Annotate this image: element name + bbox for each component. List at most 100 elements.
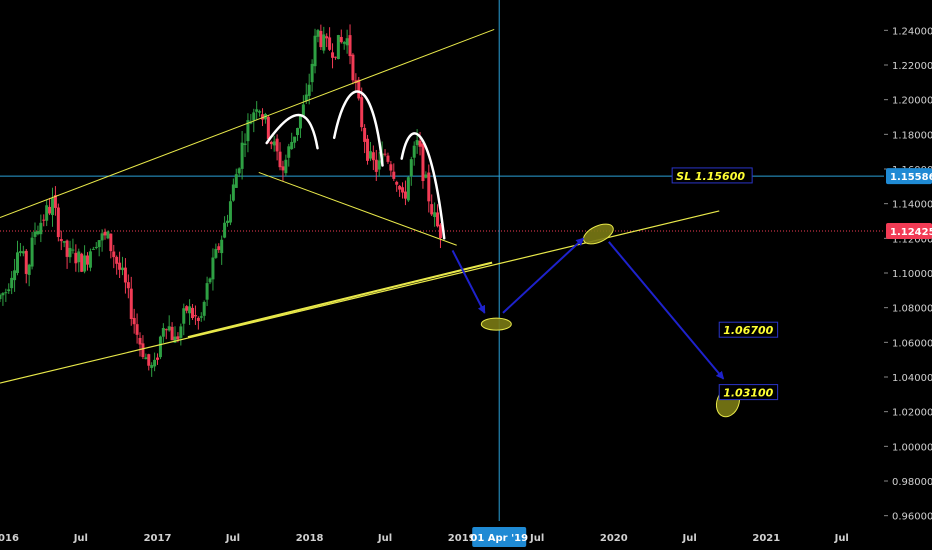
candle-body: [368, 151, 372, 159]
drawings-layer: SL 1.15600 1.06700 1.03100: [0, 28, 779, 418]
candle-body: [266, 116, 270, 140]
last-price-badge-bg: [886, 222, 932, 239]
candle-body: [284, 159, 288, 174]
candle-body: [278, 151, 282, 168]
candle-body: [33, 231, 37, 237]
candle-body: [91, 248, 95, 250]
x-tick-label: 2020: [600, 533, 628, 544]
y-tick-label: 1.24000: [892, 26, 932, 37]
y-tick-label: 1.06000: [892, 338, 932, 349]
candle-body: [331, 52, 335, 58]
candle-body: [351, 54, 355, 81]
candle-body: [135, 324, 139, 335]
candle-body: [438, 224, 442, 239]
candle-body: [147, 354, 151, 366]
candle-body: [77, 251, 81, 263]
x-tick-label: 2016: [0, 533, 19, 544]
projection-arrow-up[interactable]: [502, 237, 585, 314]
candle-body: [214, 248, 218, 258]
candle-body: [342, 42, 346, 44]
candle-body: [252, 112, 256, 121]
projection-arrow-down-2[interactable]: [608, 241, 725, 380]
y-tick-label: 1.04000: [892, 373, 932, 384]
candle-body: [290, 141, 294, 150]
x-tick-label: Jul: [682, 533, 697, 544]
candle-body: [301, 104, 305, 116]
target-label-2: 1.03100: [718, 384, 779, 401]
candle-body: [328, 37, 332, 50]
candle-body: [293, 136, 297, 143]
target-label-1-text: 1.06700: [723, 324, 773, 337]
x-tick-label: Jul: [834, 533, 849, 544]
candle-body: [39, 222, 43, 235]
candle-body: [237, 168, 241, 174]
candle-body: [150, 365, 154, 368]
candle-body: [386, 155, 390, 162]
candle-body: [415, 140, 419, 146]
candle-body: [409, 159, 413, 177]
candle-body: [436, 212, 440, 227]
candle-body: [363, 127, 367, 142]
candle-body: [74, 252, 78, 264]
candle-body: [196, 317, 200, 321]
candle-body: [65, 240, 69, 257]
candle-body: [281, 166, 285, 171]
x-tick-label: 2021: [752, 533, 780, 544]
candle-body: [97, 240, 101, 248]
candle-body: [374, 159, 378, 172]
x-tick-label: 2019: [448, 533, 476, 544]
target-zone-1: [480, 317, 512, 331]
candle-body: [246, 120, 250, 142]
candle-body: [228, 201, 232, 223]
candle-body: [51, 198, 55, 216]
projection-arrow-down-1[interactable]: [451, 250, 486, 314]
candle-body: [118, 262, 122, 270]
y-tick-label: 1.20000: [892, 96, 932, 107]
candle-body: [170, 326, 174, 341]
candle-body: [433, 212, 437, 218]
candle-body: [86, 255, 90, 265]
candle-body: [412, 145, 416, 158]
candle-body: [217, 246, 221, 250]
y-tick-label: 1.00000: [892, 442, 932, 453]
candle-body: [100, 233, 104, 241]
candle-body: [223, 222, 227, 238]
candle-body: [153, 359, 157, 367]
candle-body: [83, 255, 87, 272]
candle-body: [360, 97, 364, 128]
candle-body: [123, 267, 127, 283]
candle-body: [345, 38, 349, 46]
stop-loss-label-box: [671, 167, 753, 184]
candle-body: [103, 231, 107, 236]
candle-body: [161, 328, 165, 337]
candle-body: [307, 84, 311, 96]
y-tick-label: 1.14000: [892, 200, 932, 211]
candle-body: [7, 289, 11, 292]
candle-body: [427, 172, 431, 202]
candle-body: [109, 233, 113, 252]
left-shoulder-arc: [265, 113, 319, 150]
stop-loss-label: SL 1.15600: [671, 167, 753, 184]
candle-body: [176, 336, 180, 340]
candle-body: [421, 143, 425, 182]
candle-body: [94, 246, 98, 249]
candle-body: [398, 185, 402, 190]
candle-body: [406, 177, 410, 201]
candle-body: [42, 219, 46, 221]
candle-body: [10, 277, 14, 289]
y-tick-label: 1.08000: [892, 304, 932, 315]
candle-body: [269, 141, 273, 145]
candle-body: [231, 184, 235, 201]
candle-body: [191, 307, 195, 319]
target-label-1-box: [718, 321, 779, 338]
crosshair-price-badge-bg: [886, 168, 932, 185]
candle-body: [56, 207, 60, 238]
candle-body: [30, 237, 34, 267]
last-price-badge-text: 1.12425: [890, 227, 932, 238]
candle-body: [339, 36, 343, 43]
last-price-badge: 1.12425: [886, 222, 932, 239]
candle-body: [243, 143, 247, 145]
candle-body: [53, 195, 57, 208]
candle-body: [272, 141, 276, 146]
